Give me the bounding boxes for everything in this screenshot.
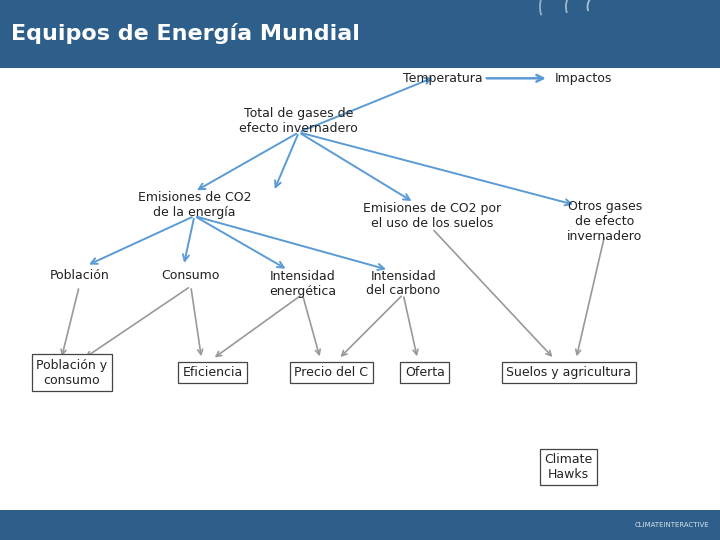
Text: Suelos y agricultura: Suelos y agricultura [506,366,631,379]
Text: Eficiencia: Eficiencia [182,366,243,379]
Text: Población: Población [50,269,109,282]
Text: Intensidad
energética: Intensidad energética [269,269,336,298]
Text: Población y
consumo: Población y consumo [37,359,107,387]
Bar [0,0,720,68]
Text: Emisiones de CO2 por
el uso de los suelos: Emisiones de CO2 por el uso de los suelo… [363,202,501,230]
Text: Otros gases
de efecto
invernadero: Otros gases de efecto invernadero [567,200,642,243]
Text: Precio del C: Precio del C [294,366,368,379]
Text: Oferta: Oferta [405,366,445,379]
Text: Emisiones de CO2
de la energía: Emisiones de CO2 de la energía [138,191,251,219]
Text: Climate
Hawks: Climate Hawks [544,453,593,481]
Text: CLIMATEINTERACTIVE: CLIMATEINTERACTIVE [634,522,709,528]
Bar [0,510,720,540]
Text: Total de gases de
efecto invernadero: Total de gases de efecto invernadero [240,107,358,136]
Text: Temperatura: Temperatura [403,72,482,85]
Text: Impactos: Impactos [554,72,612,85]
Text: Consumo: Consumo [161,269,220,282]
Text: Intensidad
del carbono: Intensidad del carbono [366,269,440,298]
Text: Equipos de Energía Mundial: Equipos de Energía Mundial [11,23,360,44]
